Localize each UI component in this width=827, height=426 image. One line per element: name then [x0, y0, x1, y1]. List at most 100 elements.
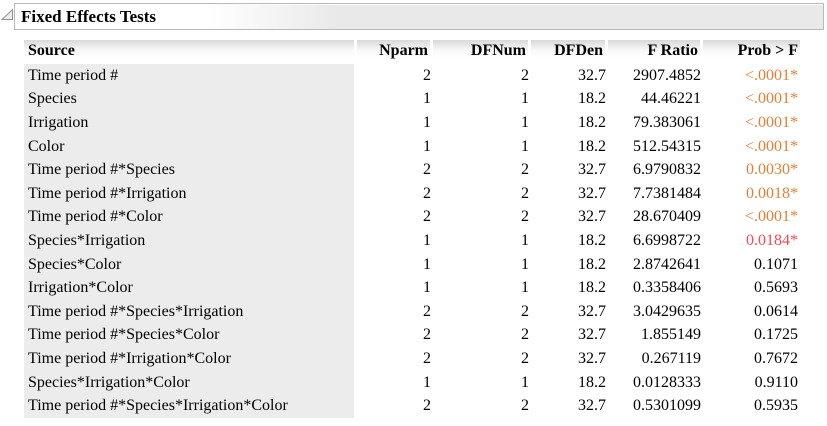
cell-nparm: 2: [423, 184, 431, 202]
cell-prob-f: 0.0030*: [746, 161, 798, 179]
cell-dfden: 32.7: [578, 397, 606, 415]
cell-dfden: 18.2: [578, 279, 606, 297]
table-row: Time period #*Species*Irrigation 2 2 32.…: [24, 299, 800, 324]
table-row: Species*Irrigation 1 1 18.2 6.6998722 0.…: [24, 229, 800, 253]
cell-f-ratio: 2.8742641: [633, 255, 701, 273]
column-header-f-ratio: F Ratio: [608, 40, 703, 64]
cell-prob-f: 0.5693: [754, 279, 798, 297]
table-row: Time period # 2 2 32.7 2907.4852 <.0001*: [24, 64, 800, 88]
cell-nparm: 2: [423, 302, 431, 320]
table-row: Time period #*Species*Irrigation*Color 2…: [24, 394, 800, 418]
cell-nparm: 1: [423, 90, 431, 108]
cell-dfnum: 2: [521, 184, 529, 202]
cell-f-ratio: 6.9790832: [633, 161, 701, 179]
cell-prob-f: 0.9110: [754, 373, 798, 391]
cell-nparm: 1: [423, 255, 431, 273]
cell-dfnum: 1: [521, 231, 529, 249]
cell-prob-f: 0.1725: [754, 326, 798, 344]
cell-dfnum: 2: [521, 208, 529, 226]
cell-nparm: 1: [423, 373, 431, 391]
cell-source: Time period #*Species*Irrigation*Color: [24, 394, 357, 418]
cell-nparm: 2: [423, 349, 431, 367]
cell-source: Irrigation: [24, 111, 357, 135]
cell-nparm: 2: [423, 66, 431, 84]
cell-dfden: 18.2: [578, 137, 606, 155]
cell-dfden: 32.7: [578, 208, 606, 226]
cell-source: Color: [24, 134, 357, 159]
column-header-dfden: DFDen: [531, 40, 608, 64]
table-row: Time period #*Species*Color 2 2 32.7 1.8…: [24, 323, 800, 348]
cell-f-ratio: 0.0128333: [633, 373, 701, 391]
cell-dfden: 32.7: [578, 349, 606, 367]
cell-dfden: 32.7: [578, 66, 606, 84]
cell-nparm: 1: [423, 137, 431, 155]
fixed-effects-table-container: Source Nparm DFNum DFDen F Ratio Prob > …: [24, 40, 800, 418]
panel-title: Fixed Effects Tests: [21, 7, 157, 26]
table-row: Time period #*Species 2 2 32.7 6.9790832…: [24, 158, 800, 182]
cell-f-ratio: 0.267119: [641, 349, 701, 367]
cell-source: Species*Color: [24, 252, 357, 277]
cell-dfnum: 1: [521, 373, 529, 391]
cell-f-ratio: 79.383061: [633, 113, 701, 131]
cell-source: Time period #*Species: [24, 158, 357, 182]
cell-prob-f: 0.5935: [754, 397, 798, 415]
cell-nparm: 1: [423, 113, 431, 131]
cell-source: Time period #*Irrigation*Color: [24, 347, 357, 371]
table-row: Time period #*Irrigation 2 2 32.7 7.7381…: [24, 181, 800, 206]
cell-prob-f: <.0001*: [744, 113, 798, 131]
cell-f-ratio: 0.3358406: [633, 279, 701, 297]
cell-source: Species*Irrigation: [24, 229, 357, 253]
cell-f-ratio: 6.6998722: [633, 231, 701, 249]
cell-f-ratio: 512.54315: [633, 137, 701, 155]
cell-prob-f: 0.1071: [754, 255, 798, 273]
cell-dfnum: 1: [521, 113, 529, 131]
table-row: Time period #*Color 2 2 32.7 28.670409 <…: [24, 205, 800, 230]
cell-f-ratio: 1.855149: [641, 326, 701, 344]
cell-nparm: 2: [423, 161, 431, 179]
table-row: Species 1 1 18.2 44.46221 <.0001*: [24, 87, 800, 112]
column-header-nparm: Nparm: [357, 40, 433, 64]
cell-source: Time period #*Irrigation: [24, 181, 357, 206]
table-row: Irrigation*Color 1 1 18.2 0.3358406 0.56…: [24, 276, 800, 300]
cell-prob-f: <.0001*: [744, 137, 798, 155]
cell-dfnum: 2: [521, 161, 529, 179]
table-row: Color 1 1 18.2 512.54315 <.0001*: [24, 134, 800, 159]
cell-nparm: 2: [423, 208, 431, 226]
cell-f-ratio: 7.7381484: [633, 184, 701, 202]
cell-prob-f: 0.0184*: [746, 231, 798, 249]
cell-f-ratio: 3.0429635: [633, 302, 701, 320]
table-row: Species*Irrigation*Color 1 1 18.2 0.0128…: [24, 370, 800, 395]
column-header-prob-f: Prob > F: [703, 40, 800, 64]
cell-dfnum: 1: [521, 255, 529, 273]
cell-nparm: 1: [423, 279, 431, 297]
cell-source: Time period #*Species*Irrigation: [24, 299, 357, 324]
cell-prob-f: 0.0018*: [746, 184, 798, 202]
table-row: Species*Color 1 1 18.2 2.8742641 0.1071: [24, 252, 800, 277]
cell-f-ratio: 44.46221: [641, 90, 701, 108]
cell-dfden: 32.7: [578, 302, 606, 320]
cell-source: Time period #: [24, 64, 357, 88]
cell-dfden: 18.2: [578, 255, 606, 273]
cell-prob-f: 0.0614: [754, 302, 798, 320]
disclosure-triangle-icon[interactable]: [1, 8, 14, 21]
cell-dfnum: 1: [521, 90, 529, 108]
cell-dfden: 32.7: [578, 161, 606, 179]
column-header-dfnum: DFNum: [433, 40, 531, 64]
cell-dfnum: 2: [521, 326, 529, 344]
table-row: Time period #*Irrigation*Color 2 2 32.7 …: [24, 347, 800, 371]
column-header-source: Source: [24, 40, 357, 64]
cell-dfden: 18.2: [578, 90, 606, 108]
table-row: Irrigation 1 1 18.2 79.383061 <.0001*: [24, 111, 800, 135]
cell-dfnum: 1: [521, 137, 529, 155]
cell-dfden: 32.7: [578, 184, 606, 202]
cell-source: Irrigation*Color: [24, 276, 357, 300]
cell-nparm: 2: [423, 397, 431, 415]
cell-nparm: 1: [423, 231, 431, 249]
cell-prob-f: <.0001*: [744, 66, 798, 84]
cell-prob-f: 0.7672: [754, 349, 798, 367]
cell-f-ratio: 28.670409: [633, 208, 701, 226]
cell-dfden: 32.7: [578, 326, 606, 344]
cell-dfden: 18.2: [578, 231, 606, 249]
cell-source: Species*Irrigation*Color: [24, 370, 357, 395]
